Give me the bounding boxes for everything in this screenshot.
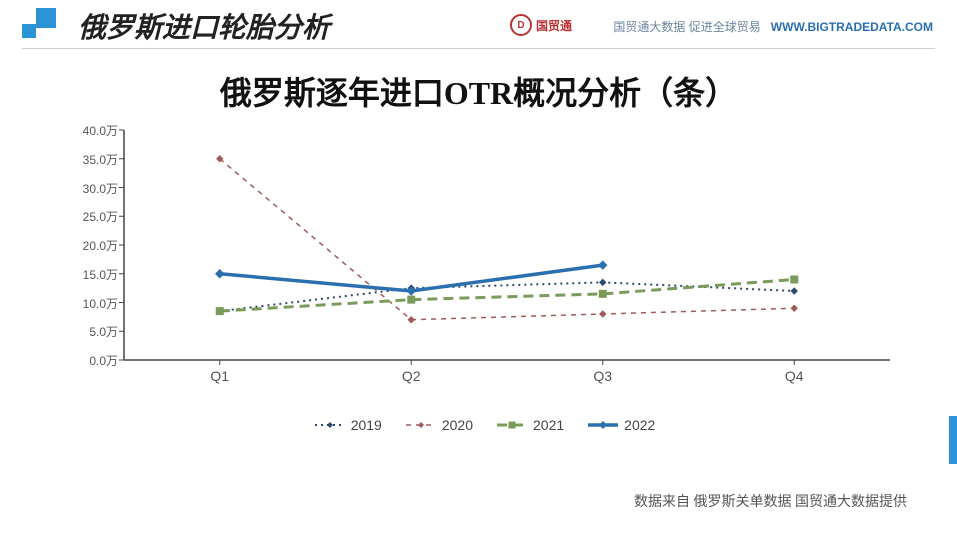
brand-logo-text: 国贸通	[536, 17, 572, 34]
y-tick-label: 25.0万	[64, 208, 118, 225]
legend-item: 2020	[406, 417, 473, 433]
y-tick-label: 20.0万	[64, 237, 118, 254]
x-tick-label: Q3	[583, 368, 623, 384]
y-tick-label: 15.0万	[64, 266, 118, 283]
legend-swatch	[315, 419, 345, 431]
x-tick-label: Q4	[774, 368, 814, 384]
brand-logo-icon: D	[510, 14, 532, 36]
slide: 俄罗斯进口轮胎分析 D 国贸通 国贸通大数据 促进全球贸易 WWW.BIGTRA…	[0, 0, 957, 539]
chart-svg	[60, 120, 910, 410]
header-divider	[22, 48, 935, 49]
legend-item: 2021	[497, 417, 564, 433]
footer-attribution: 数据来自 俄罗斯关单数据 国贸通大数据提供	[634, 491, 907, 511]
y-tick-label: 10.0万	[64, 295, 118, 312]
y-tick-label: 30.0万	[64, 180, 118, 197]
legend-label: 2022	[624, 417, 655, 433]
header: 俄罗斯进口轮胎分析 D 国贸通 国贸通大数据 促进全球贸易 WWW.BIGTRA…	[0, 0, 957, 52]
legend-label: 2021	[533, 417, 564, 433]
brand-logo: D 国贸通	[510, 14, 572, 36]
y-tick-label: 35.0万	[64, 151, 118, 168]
legend-item: 2019	[315, 417, 382, 433]
x-tick-label: Q1	[200, 368, 240, 384]
header-title: 俄罗斯进口轮胎分析	[78, 6, 330, 46]
legend-swatch	[588, 419, 618, 431]
chart: 0.0万 5.0万 10.0万 15.0万 20.0万 25.0万 30.0万 35.0万 40…	[60, 120, 910, 440]
header-tagline: 国贸通大数据 促进全球贸易 WWW.BIGTRADEDATA.COM	[613, 18, 933, 35]
chart-title: 俄罗斯逐年进口OTR概况分析（条）	[0, 68, 957, 114]
y-tick-label: 5.0万	[64, 323, 118, 340]
legend-item: 2022	[588, 417, 655, 433]
side-decoration	[949, 416, 957, 464]
x-tick-label: Q2	[391, 368, 431, 384]
header-logo-squares	[22, 8, 56, 42]
y-tick-label: 0.0万	[64, 352, 118, 369]
y-tick-label: 40.0万	[64, 122, 118, 139]
legend-swatch	[406, 419, 436, 431]
legend-label: 2019	[351, 417, 382, 433]
legend: 2019 2020 2021 2022	[60, 410, 910, 440]
legend-label: 2020	[442, 417, 473, 433]
legend-swatch	[497, 419, 527, 431]
header-url: WWW.BIGTRADEDATA.COM	[771, 20, 933, 34]
